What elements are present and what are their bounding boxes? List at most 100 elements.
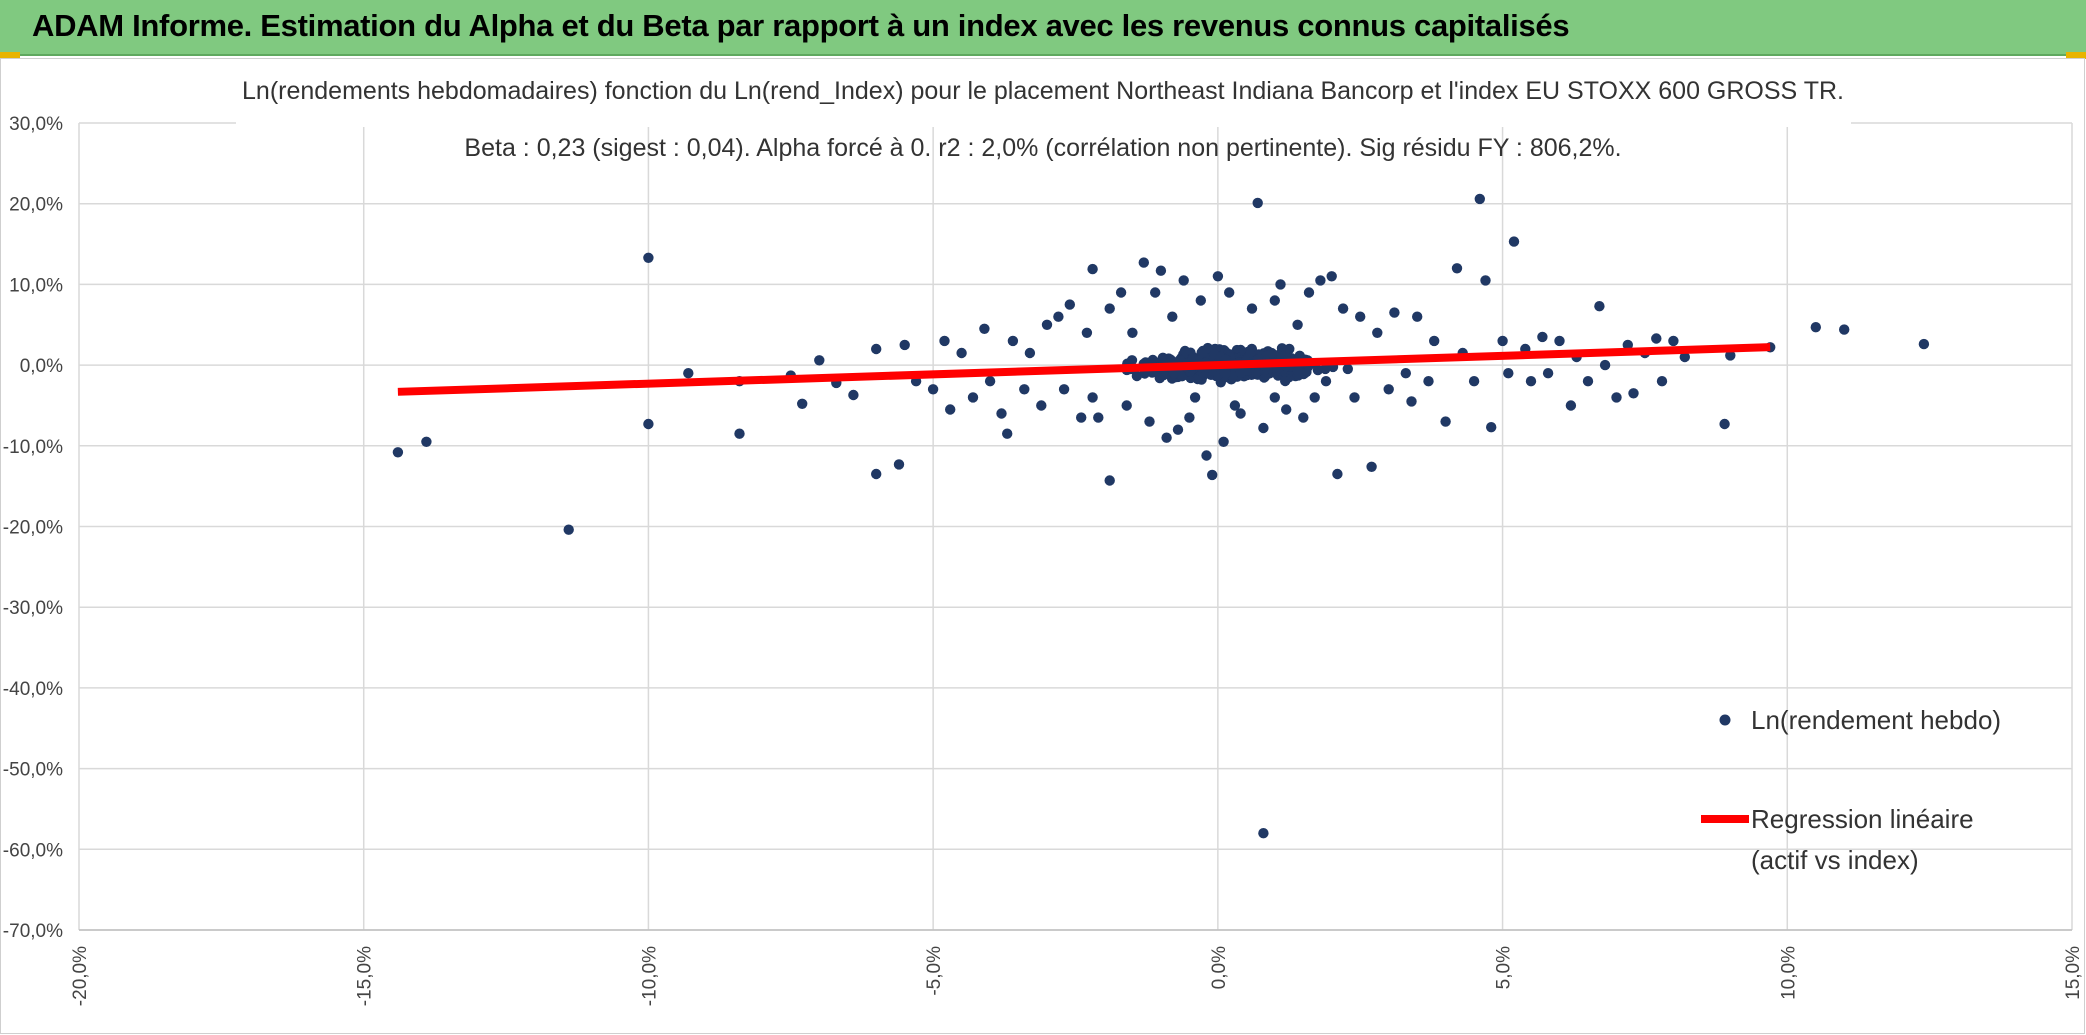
- data-point: [1486, 422, 1497, 433]
- data-point: [1309, 392, 1320, 403]
- data-point: [1179, 345, 1191, 357]
- data-point: [1525, 376, 1537, 387]
- data-point: [1104, 303, 1115, 314]
- data-point: [1002, 428, 1013, 439]
- data-point: [1235, 367, 1247, 378]
- y-tick-label: -50,0%: [3, 760, 63, 781]
- data-point: [1258, 828, 1269, 839]
- data-point: [967, 392, 979, 403]
- corner-mark-left: [0, 52, 20, 59]
- data-point: [1131, 370, 1143, 382]
- data-point: [1656, 376, 1668, 387]
- data-point: [871, 468, 882, 480]
- data-point: [1041, 319, 1053, 330]
- data-point: [683, 368, 694, 379]
- data-point: [1155, 265, 1167, 276]
- data-point: [1207, 469, 1218, 481]
- data-point: [1269, 295, 1281, 306]
- data-point: [1218, 436, 1229, 447]
- data-point: [979, 323, 990, 334]
- data-point: [1451, 263, 1463, 274]
- data-point: [1611, 392, 1622, 403]
- data-point: [1599, 359, 1611, 371]
- data-point: [1144, 416, 1155, 427]
- chart-title-group: Ln(rendements hebdomadaires) fonction du…: [236, 67, 1851, 162]
- data-point: [1406, 396, 1417, 407]
- legend-marker-scatter: [1719, 714, 1731, 726]
- scatter-points: [392, 193, 1930, 839]
- data-point: [1087, 392, 1098, 403]
- data-point: [1372, 327, 1383, 338]
- x-tick-label: 5,0%: [1494, 946, 1515, 989]
- x-axis-ticks: -20,0% -15,0% -10,0% -5,0% 0,0% 5,0% 10,0% 15,0…: [70, 946, 2084, 1006]
- data-point: [871, 343, 882, 355]
- regression-line: [397, 343, 1771, 396]
- data-point: [1246, 303, 1258, 314]
- y-tick-label: -70,0%: [3, 921, 63, 942]
- data-point: [421, 436, 432, 447]
- data-point: [1087, 263, 1098, 275]
- data-point: [1312, 364, 1324, 376]
- data-point: [1480, 275, 1491, 286]
- data-point: [1389, 307, 1400, 318]
- data-point: [1161, 432, 1172, 443]
- data-point: [1594, 301, 1605, 312]
- scatter-chart: 30,0% 20,0% 10,0% 0,0% -10,0% -20,0% -30,0% -40…: [3, 67, 2084, 1006]
- data-point: [956, 347, 967, 359]
- data-point: [1093, 412, 1104, 423]
- data-point: [1298, 412, 1309, 423]
- data-point: [927, 384, 939, 395]
- x-tick-label: -5,0%: [924, 946, 945, 996]
- legend-label-scatter: Ln(rendement hebdo): [1751, 705, 2001, 735]
- data-point: [1320, 376, 1332, 387]
- data-point: [392, 447, 404, 458]
- y-tick-label: -30,0%: [3, 598, 63, 619]
- x-tick-label: 15,0%: [2063, 946, 2084, 1000]
- data-point: [945, 404, 956, 415]
- data-point: [1918, 338, 1930, 350]
- data-point: [1053, 311, 1064, 322]
- data-point: [1565, 400, 1577, 411]
- data-point: [1628, 388, 1639, 399]
- data-point: [1429, 335, 1440, 347]
- data-point: [1024, 347, 1036, 359]
- data-point: [734, 428, 745, 439]
- data-point: [1252, 197, 1263, 209]
- y-tick-label: 20,0%: [9, 195, 63, 216]
- data-point: [1167, 311, 1178, 322]
- data-point: [1115, 287, 1127, 298]
- x-tick-label: -15,0%: [355, 946, 376, 1006]
- data-point: [1503, 368, 1514, 379]
- legend-label-regression: Regression linéaire: [1751, 804, 1974, 834]
- data-point: [1292, 319, 1303, 330]
- data-point: [1189, 392, 1201, 403]
- data-point: [1332, 468, 1343, 480]
- x-tick-label: -20,0%: [70, 946, 91, 1006]
- data-point: [893, 459, 905, 470]
- data-point: [1224, 287, 1235, 298]
- data-point: [1412, 311, 1423, 322]
- data-point: [1400, 368, 1412, 379]
- data-point: [939, 335, 950, 347]
- data-point: [1058, 384, 1070, 395]
- data-point: [1366, 461, 1377, 472]
- data-point: [899, 339, 910, 351]
- data-point: [1121, 400, 1132, 411]
- data-point: [1355, 311, 1366, 322]
- data-point: [1229, 400, 1241, 411]
- data-point: [1542, 368, 1554, 379]
- data-point: [1468, 376, 1480, 387]
- data-point: [1349, 392, 1360, 403]
- y-tick-label: -10,0%: [3, 437, 63, 458]
- chart-title: Ln(rendements hebdomadaires) fonction du…: [242, 77, 1844, 105]
- data-point: [1150, 287, 1161, 298]
- data-point: [1019, 384, 1030, 395]
- y-tick-label: -60,0%: [3, 840, 63, 861]
- data-point: [1184, 412, 1195, 423]
- data-point: [1326, 271, 1337, 282]
- y-tick-label: 0,0%: [20, 356, 63, 377]
- data-point: [1258, 422, 1269, 434]
- data-point: [643, 252, 654, 263]
- data-point: [1280, 375, 1291, 387]
- data-point: [1076, 412, 1087, 423]
